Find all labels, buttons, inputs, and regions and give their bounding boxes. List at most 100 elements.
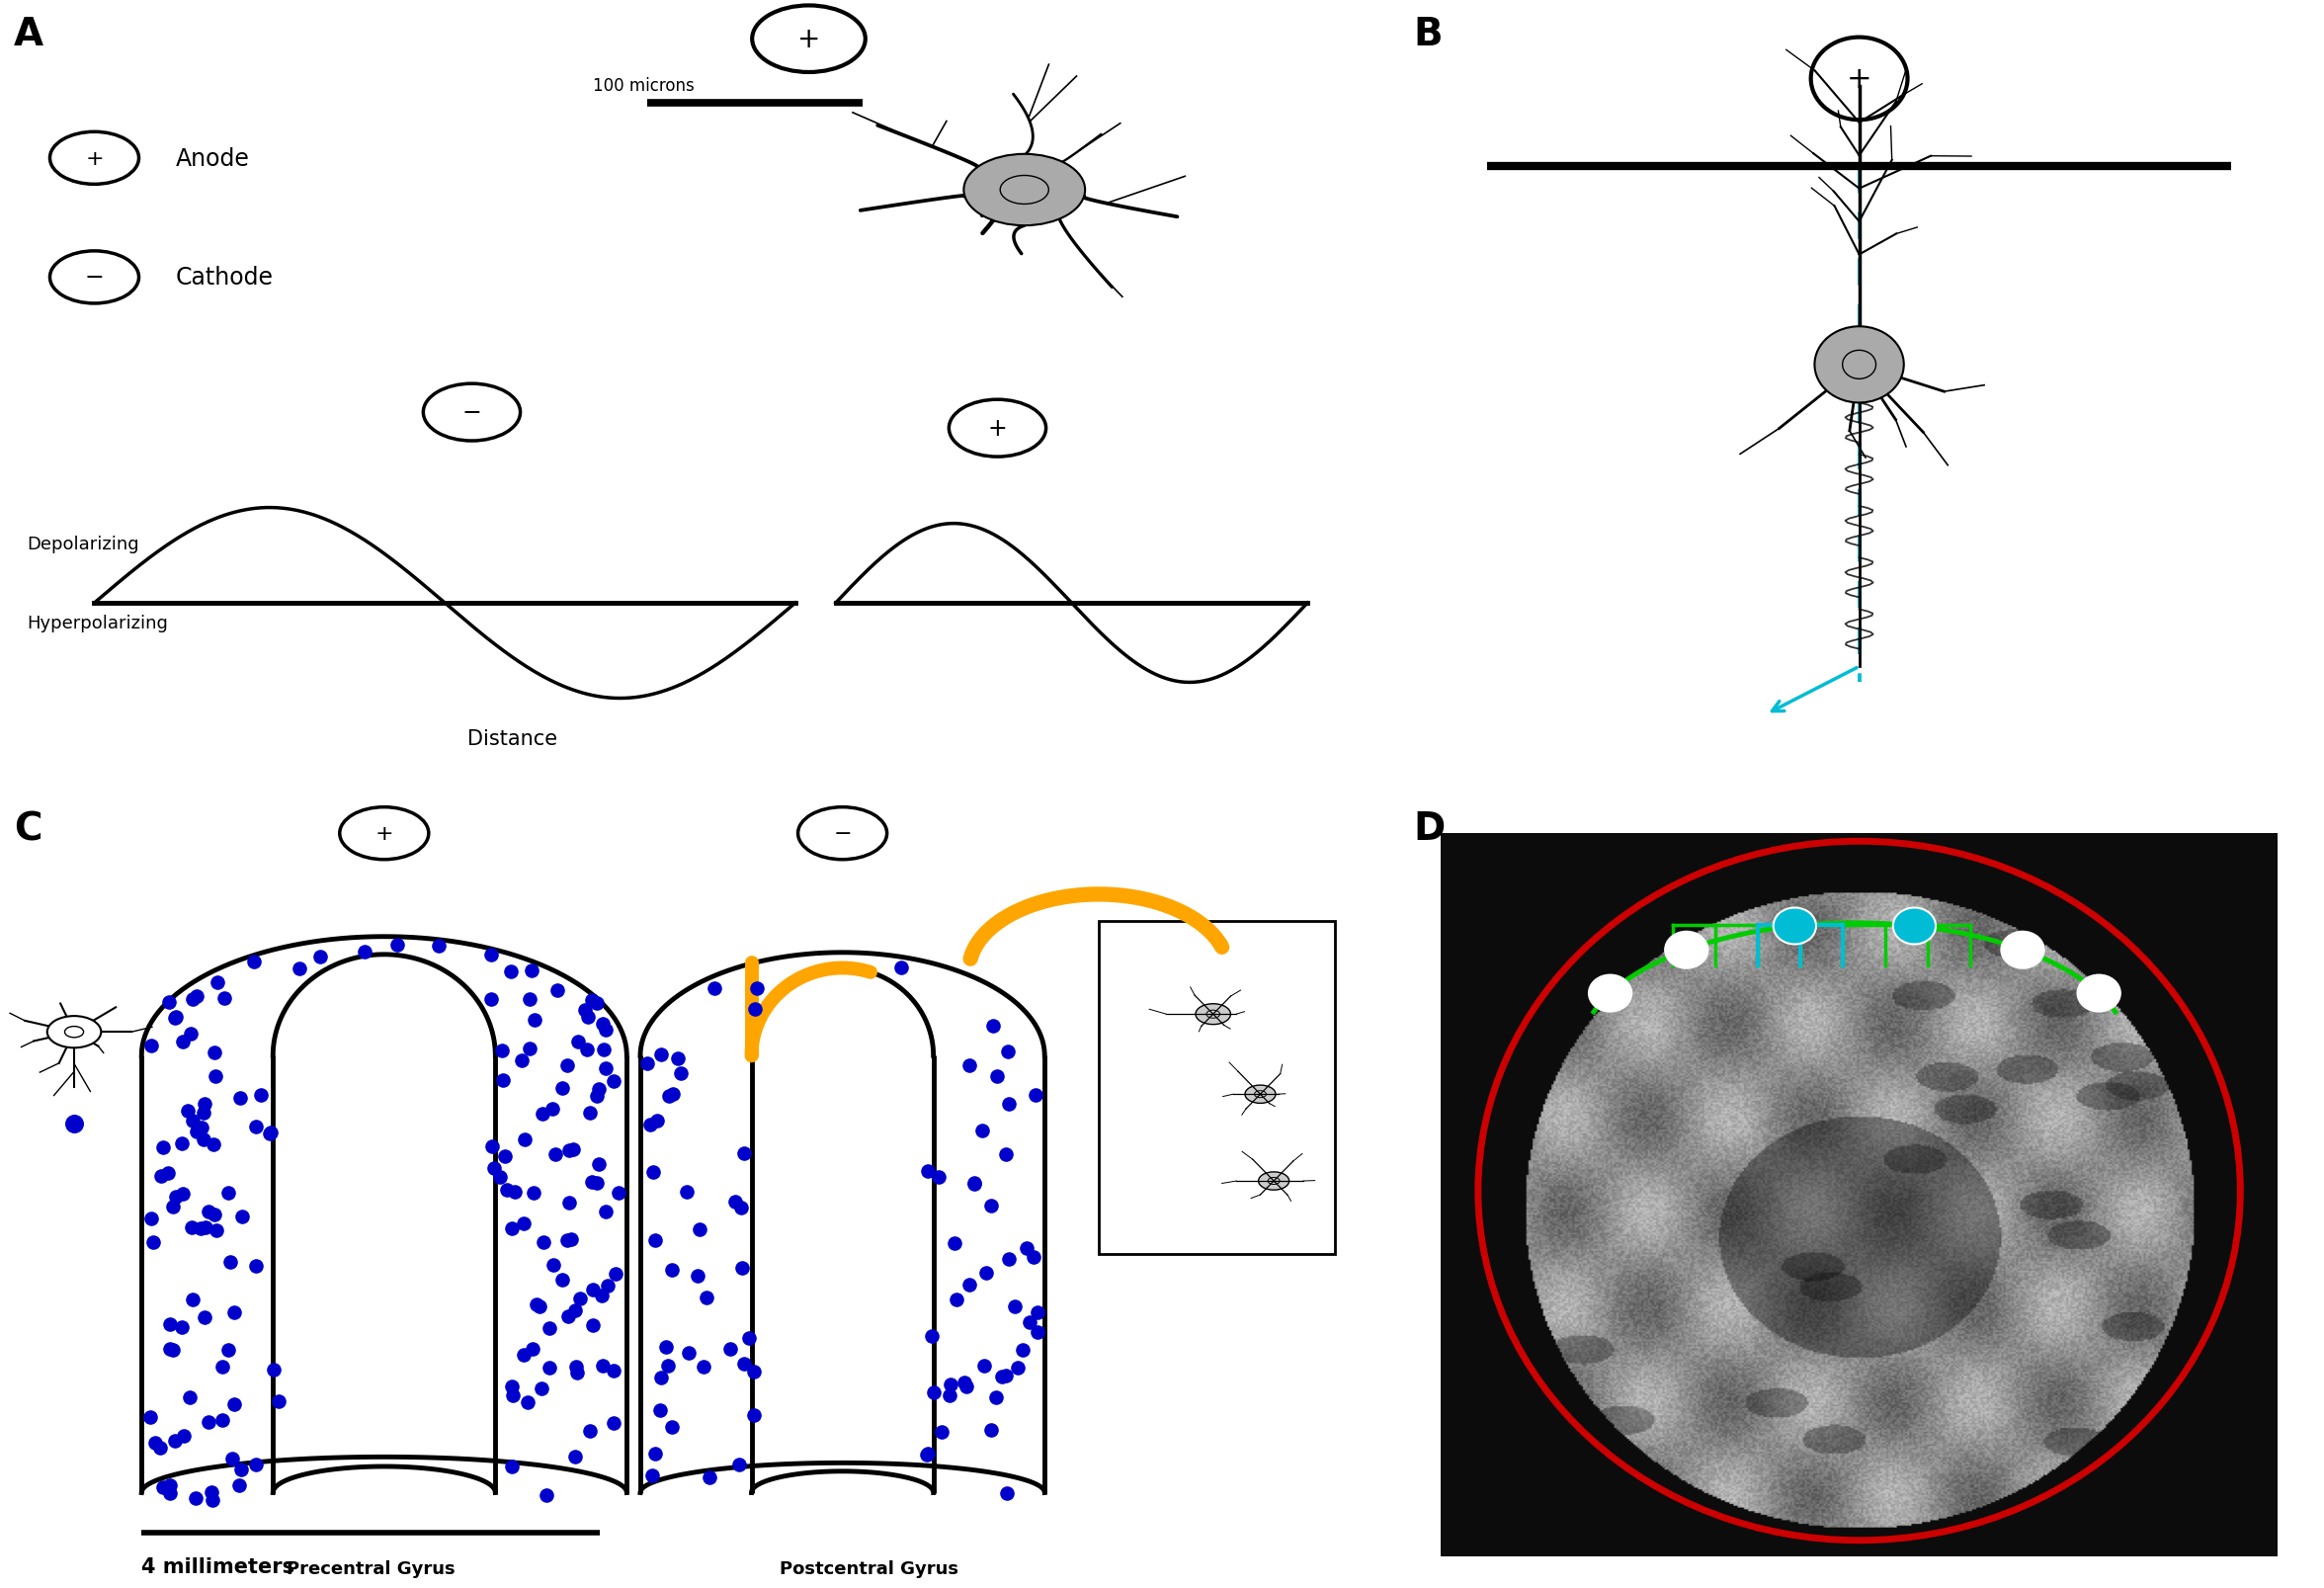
Point (216, 1299, 253, 1324)
Point (909, 1442, 946, 1467)
Point (1009, 1235, 1046, 1261)
Text: D: D (1413, 810, 1446, 848)
Circle shape (46, 1016, 100, 1048)
Point (909, 1159, 946, 1185)
Point (588, 1018, 625, 1043)
Point (198, 1218, 235, 1243)
Point (583, 1012, 621, 1037)
Point (990, 1093, 1027, 1118)
Point (916, 1380, 953, 1405)
Point (156, 1429, 193, 1455)
Point (955, 1170, 992, 1196)
Point (978, 1064, 1016, 1089)
Point (149, 1161, 186, 1186)
Point (200, 970, 237, 996)
Point (548, 1304, 586, 1329)
Point (346, 940, 383, 966)
Circle shape (1773, 908, 1815, 945)
Point (630, 1051, 667, 1077)
Point (179, 983, 216, 1008)
Point (223, 1456, 260, 1482)
Point (555, 1297, 593, 1323)
Point (978, 1385, 1016, 1410)
Point (600, 1180, 637, 1205)
Point (172, 1021, 209, 1046)
Point (579, 1170, 616, 1196)
Point (156, 1005, 193, 1031)
Point (256, 1358, 293, 1383)
Point (174, 986, 211, 1012)
Point (725, 1351, 762, 1377)
Text: +: + (374, 824, 393, 843)
Point (237, 1451, 274, 1477)
Point (170, 1097, 207, 1123)
Point (172, 1215, 209, 1240)
Point (177, 1120, 214, 1145)
Point (588, 1272, 625, 1297)
Point (281, 956, 318, 981)
Point (144, 1475, 181, 1501)
Point (1016, 1245, 1053, 1270)
Point (730, 1324, 767, 1350)
Point (260, 1390, 297, 1415)
Point (725, 1140, 762, 1166)
Point (548, 1228, 586, 1253)
Point (186, 1127, 223, 1153)
Point (558, 1359, 595, 1385)
Point (186, 1304, 223, 1329)
Circle shape (1590, 975, 1631, 1012)
Point (207, 986, 244, 1012)
Point (569, 1037, 607, 1062)
Point (235, 950, 272, 975)
Point (214, 1445, 251, 1470)
Point (686, 1353, 723, 1378)
Point (964, 1118, 1002, 1143)
Point (135, 1229, 172, 1255)
Bar (1099, 921, 1334, 1255)
Point (251, 1121, 288, 1147)
Point (558, 1443, 595, 1469)
Point (588, 1056, 625, 1081)
Point (481, 1164, 518, 1189)
Point (195, 1132, 232, 1158)
Text: A: A (14, 16, 44, 54)
Point (495, 1383, 532, 1409)
Point (191, 1410, 228, 1436)
Text: +: + (988, 418, 1006, 440)
Text: B: B (1413, 16, 1443, 54)
Point (137, 1431, 174, 1456)
Point (932, 1372, 969, 1397)
Point (555, 1137, 593, 1162)
Point (551, 1189, 588, 1215)
Text: Hyperpolarizing: Hyperpolarizing (28, 615, 167, 632)
Point (679, 1262, 716, 1288)
Point (188, 1215, 225, 1240)
Point (639, 1108, 676, 1134)
Point (532, 1096, 569, 1121)
Point (974, 1013, 1011, 1039)
Point (216, 1391, 253, 1416)
Point (583, 1283, 621, 1309)
Point (653, 1258, 690, 1283)
Point (516, 1181, 553, 1207)
Point (195, 1040, 232, 1066)
Point (737, 997, 774, 1023)
Text: −: − (84, 267, 105, 289)
Point (655, 1081, 693, 1107)
Point (913, 1323, 951, 1348)
Point (955, 1172, 992, 1197)
Point (923, 1420, 960, 1445)
Circle shape (1815, 327, 1903, 403)
Point (588, 1199, 625, 1224)
Point (184, 1115, 221, 1140)
Point (644, 1366, 681, 1391)
Point (595, 1069, 632, 1094)
Point (514, 1336, 551, 1361)
Point (302, 945, 339, 970)
Text: −: − (462, 402, 481, 424)
Point (165, 1029, 202, 1054)
Point (525, 1229, 562, 1255)
Text: Depolarizing: Depolarizing (28, 535, 139, 553)
Point (151, 989, 188, 1015)
Point (651, 1083, 688, 1108)
